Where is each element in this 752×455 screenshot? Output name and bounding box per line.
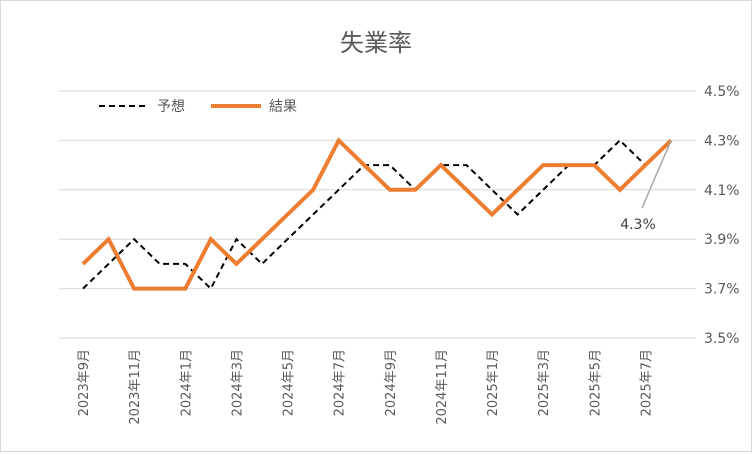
y-tick-label: 4.3% [704, 133, 740, 149]
annotation-leader-line [642, 140, 671, 208]
y-tick-label: 4.1% [704, 183, 740, 199]
x-tick-label: 2024年11月 [435, 349, 450, 425]
y-tick-label: 3.9% [704, 232, 740, 248]
x-tick-label: 2024年1月 [179, 349, 194, 416]
y-tick-label: 4.5% [704, 84, 740, 100]
x-tick-label: 2025年3月 [537, 349, 552, 416]
x-tick-label: 2024年7月 [333, 349, 348, 416]
series-line-forecast [83, 140, 671, 288]
x-tick-label: 2023年9月 [77, 349, 92, 416]
x-tick-label: 2024年9月 [384, 349, 399, 416]
x-tick-label: 2024年3月 [230, 349, 245, 416]
annotation-label: 4.3% [620, 217, 656, 233]
legend-label: 結果 [269, 99, 297, 115]
series-line-actual [83, 140, 671, 288]
x-tick-label: 2024年5月 [282, 349, 297, 416]
x-tick-label: 2025年5月 [588, 349, 603, 416]
x-tick-label: 2025年1月 [486, 349, 501, 416]
y-tick-label: 3.5% [704, 331, 740, 347]
y-tick-label: 3.7% [704, 282, 740, 298]
x-tick-label: 2023年11月 [128, 349, 143, 425]
x-tick-label: 2025年7月 [639, 349, 654, 416]
legend-label: 予想 [157, 99, 185, 115]
chart-title: 失業率 [340, 29, 412, 57]
